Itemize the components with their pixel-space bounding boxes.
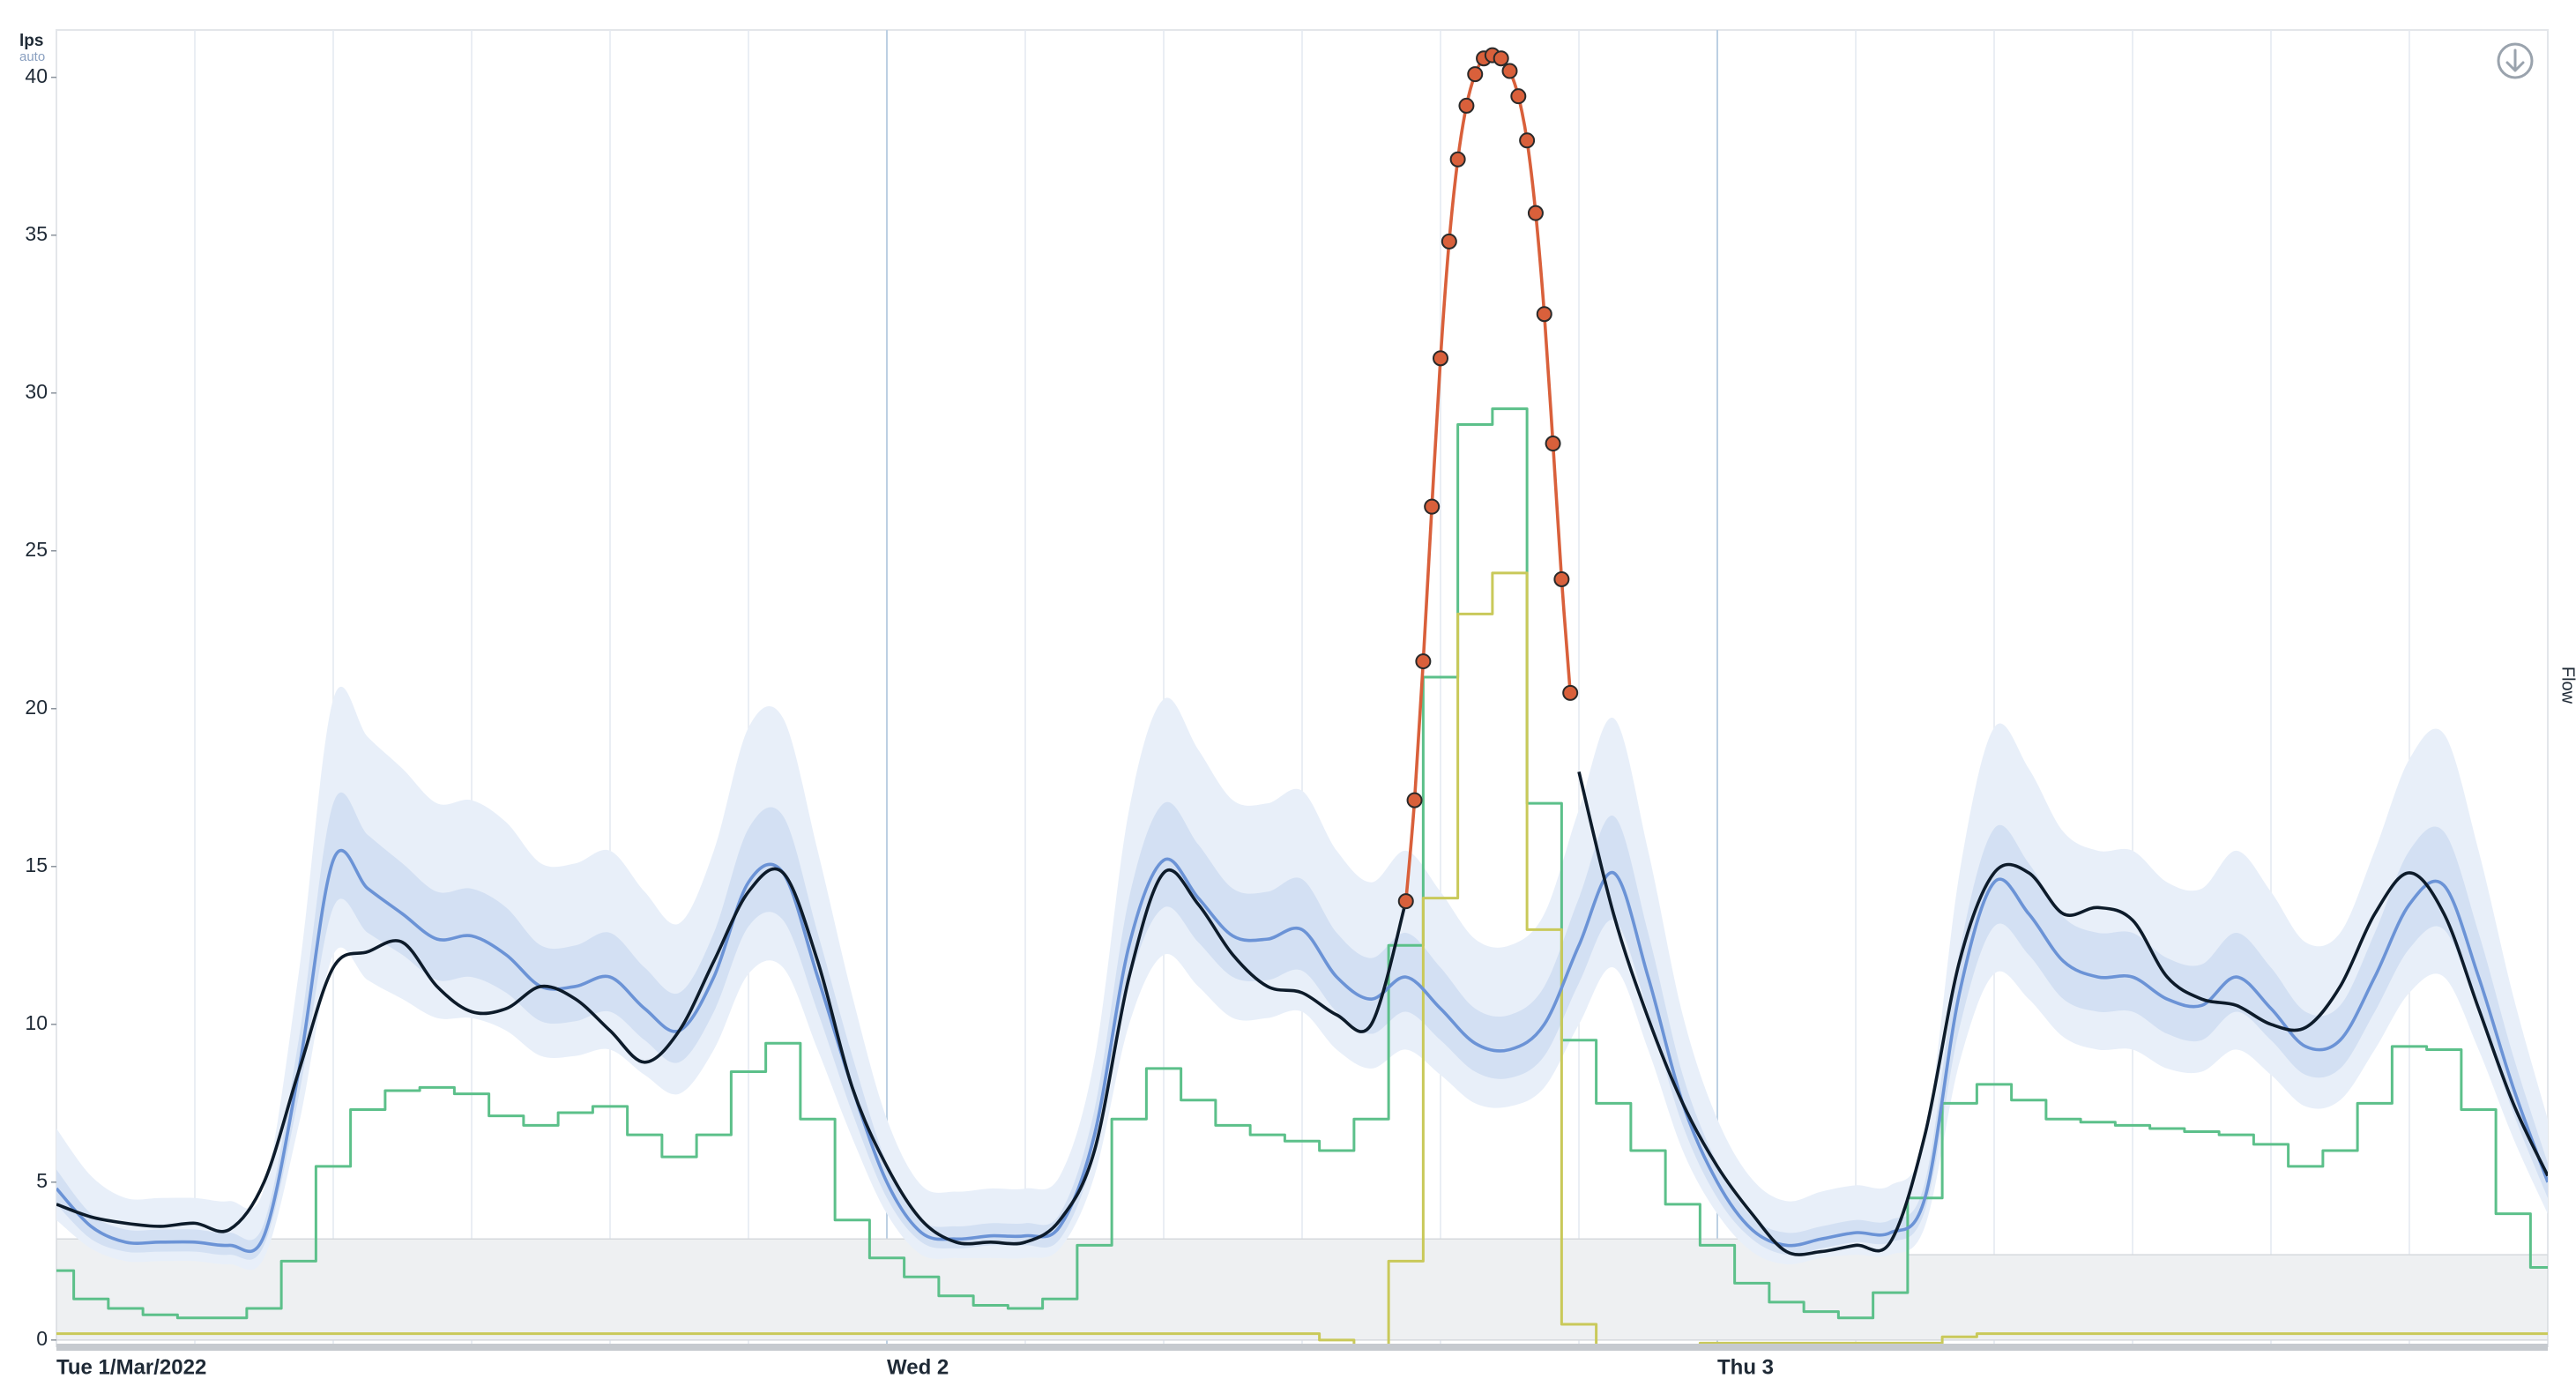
data-point <box>1406 792 1423 808</box>
data-layer <box>56 47 2548 1346</box>
data-point <box>1415 653 1432 670</box>
series-line <box>56 571 2548 1346</box>
x-tick-label: Thu 3 <box>1717 1355 1774 1379</box>
y-tick-label: 10 <box>25 1011 48 1034</box>
data-point <box>1458 97 1475 114</box>
data-point <box>1433 350 1448 367</box>
y-tick-label: 40 <box>25 64 48 87</box>
y-axis-sublabel: auto <box>19 49 45 64</box>
series-line <box>56 407 2548 1320</box>
axes: Tue 1/Mar/2022 Wed 2 Thu 3 0 5 10 15 20 25 30 35 40 <box>25 64 1774 1380</box>
y-tick-label: 5 <box>36 1169 48 1192</box>
data-point <box>1501 63 1518 79</box>
right-label: Flow <box>2558 667 2576 704</box>
prediction-band <box>56 792 2548 1260</box>
series-line <box>56 849 2548 1254</box>
data-point <box>1536 306 1552 323</box>
data-point <box>1397 893 1414 910</box>
prediction-band <box>56 686 2548 1270</box>
y-tick-label: 35 <box>25 222 48 245</box>
data-point <box>1449 151 1466 168</box>
y-tick-label: 30 <box>25 380 48 403</box>
y-tick-label: 0 <box>36 1327 48 1350</box>
threshold-area <box>56 1238 2548 1341</box>
data-point <box>1545 436 1561 452</box>
y-tick-label: 20 <box>25 696 48 719</box>
x-tick-label: Tue 1/Mar/2022 <box>56 1355 206 1379</box>
x-tick-label: Wed 2 <box>887 1355 949 1379</box>
data-point <box>1519 132 1536 149</box>
series-line <box>56 771 2548 1256</box>
data-point <box>1562 684 1579 701</box>
data-point <box>1510 88 1527 105</box>
data-point <box>1441 233 1457 250</box>
data-point <box>1424 498 1441 515</box>
data-point <box>1527 205 1544 221</box>
data-point <box>1467 66 1484 83</box>
grid <box>194 30 2410 1346</box>
data-point <box>1493 50 1509 67</box>
y-tick-label: 25 <box>25 538 48 561</box>
download-button[interactable] <box>2497 42 2534 79</box>
y-axis-label: lps <box>19 32 43 50</box>
data-point <box>1553 570 1570 587</box>
y-tick-label: 15 <box>25 853 48 876</box>
